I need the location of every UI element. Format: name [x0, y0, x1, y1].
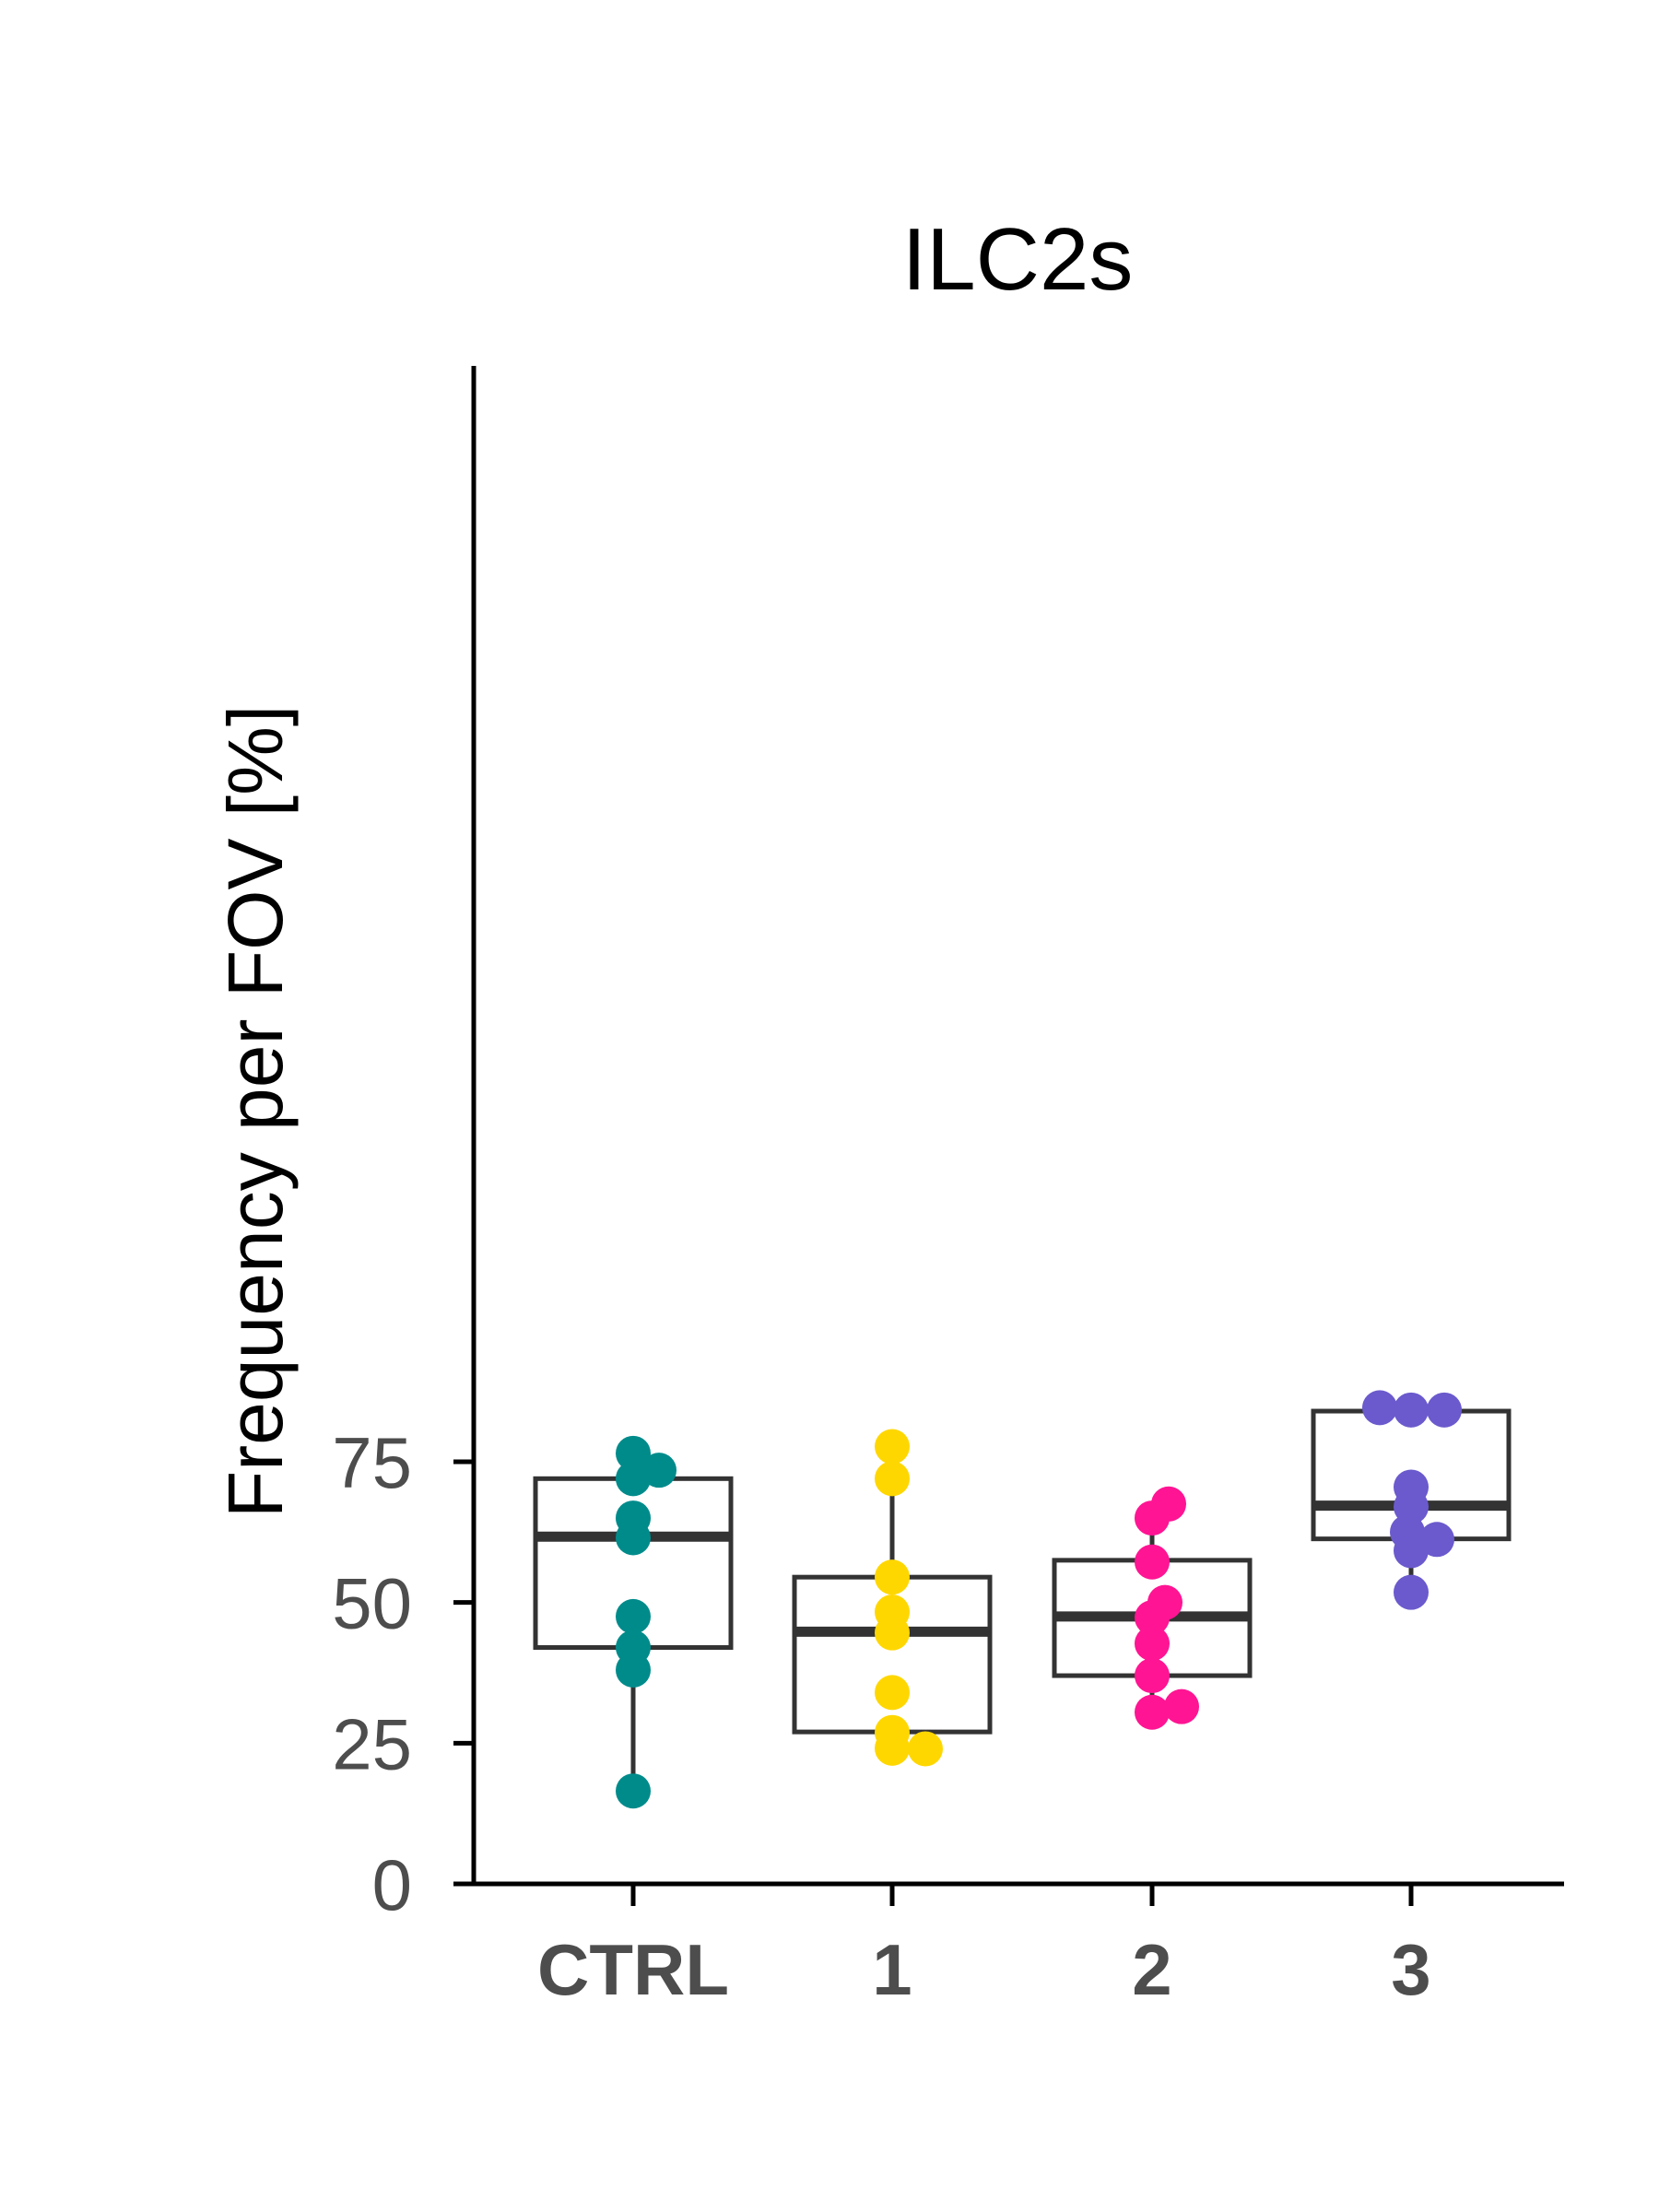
x-tick-label: CTRL	[537, 1929, 729, 2010]
x-tick-label: 1	[872, 1929, 912, 2010]
y-tick-label: 50	[332, 1563, 412, 1644]
data-points	[616, 1390, 1462, 1809]
data-point	[1362, 1390, 1397, 1426]
y-tick-label: 0	[372, 1844, 412, 1925]
data-point	[1394, 1533, 1429, 1569]
y-axis-label: Frequency per FOV [%]	[212, 705, 299, 1518]
chart-title: ILC2s	[902, 210, 1134, 309]
data-point	[1394, 1574, 1429, 1610]
data-point	[875, 1675, 910, 1711]
data-point	[616, 1598, 651, 1634]
axes	[471, 366, 1564, 1887]
box-plots	[533, 1408, 1512, 1792]
x-tick-label: 3	[1391, 1929, 1430, 2010]
data-point	[616, 1773, 651, 1809]
y-ticks: 0 25 50 75	[332, 1422, 474, 1925]
data-point	[1135, 1500, 1170, 1536]
data-point	[1135, 1626, 1170, 1662]
data-point	[616, 1461, 651, 1497]
x-ticks: CTRL 1 2 3	[537, 1884, 1431, 2010]
data-point	[616, 1652, 651, 1688]
data-point	[1135, 1544, 1170, 1580]
y-tick-label: 25	[332, 1703, 412, 1784]
data-point	[875, 1461, 910, 1497]
data-point	[1135, 1600, 1170, 1636]
data-point	[1135, 1658, 1170, 1694]
x-tick-label: 2	[1132, 1929, 1171, 2010]
data-point	[908, 1731, 943, 1767]
data-point	[875, 1730, 910, 1766]
data-point	[1164, 1688, 1199, 1724]
data-point	[616, 1520, 651, 1556]
data-point	[1135, 1694, 1170, 1730]
data-point	[875, 1429, 910, 1465]
data-point	[1394, 1392, 1429, 1428]
data-point	[1427, 1392, 1462, 1428]
data-point	[875, 1615, 910, 1651]
y-tick-label: 75	[332, 1422, 412, 1503]
data-point	[875, 1559, 910, 1595]
data-point	[616, 1435, 651, 1471]
